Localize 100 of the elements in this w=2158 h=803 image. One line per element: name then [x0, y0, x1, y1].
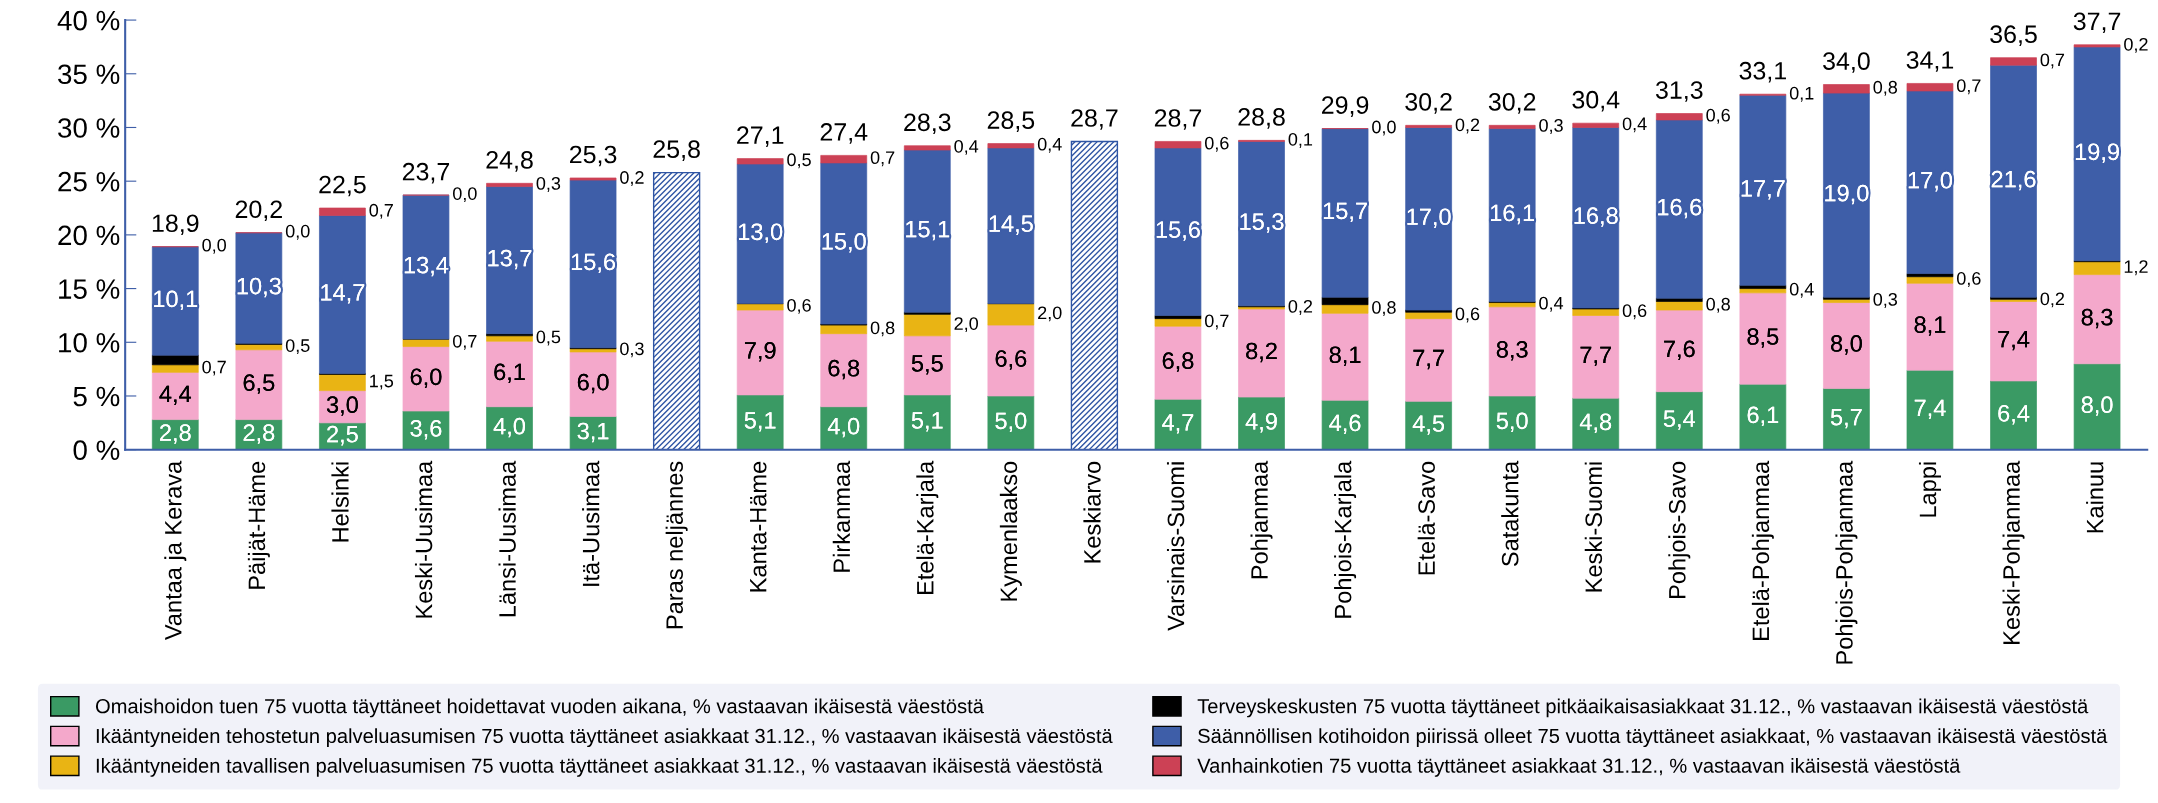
- y-tick-label: 10 %: [59, 332, 120, 353]
- data-label: 7,4: [1914, 399, 1946, 420]
- data-label: 3,1: [577, 422, 609, 443]
- data-label: 8,3: [1496, 341, 1528, 361]
- data-label: 2,0: [954, 317, 979, 333]
- data-label: 5,0: [1496, 412, 1528, 432]
- data-label: 10,1: [154, 290, 198, 311]
- total-label: 30,2: [1488, 93, 1536, 114]
- data-label: 16,6: [1658, 198, 1702, 219]
- data-label: 5,1: [744, 412, 776, 432]
- data-label: 7,7: [1413, 349, 1444, 370]
- data-label: 3,0: [326, 396, 358, 416]
- data-label: 2,8: [160, 424, 191, 444]
- data-label: 0,1: [1789, 86, 1814, 102]
- total-label: 28,3: [904, 113, 951, 135]
- data-label: 0,2: [2124, 37, 2148, 53]
- x-tick-label: Etelä-Pohjanmaa: [1751, 460, 1774, 640]
- y-tick-label: 25 %: [58, 171, 120, 192]
- y-tick-label: 35 %: [58, 64, 120, 85]
- data-label: 5,0: [995, 412, 1027, 432]
- data-label: 8,0: [2081, 396, 2113, 416]
- data-label: 17,0: [1908, 171, 1953, 192]
- total-label: 36,5: [1990, 25, 2037, 47]
- data-label: 0,2: [2040, 292, 2065, 308]
- data-label: 5,1: [911, 412, 943, 432]
- total-label: 28,5: [987, 111, 1035, 132]
- total-label: 34,0: [1823, 52, 1870, 73]
- data-label: 0,3: [620, 342, 644, 358]
- data-label: 0,4: [954, 139, 979, 155]
- total-label: 30,4: [1572, 90, 1620, 112]
- x-tick-label: Pohjois-Karjala: [1334, 460, 1357, 618]
- x-tick-label: Keskiarvo: [1083, 461, 1101, 563]
- data-label: 8,3: [2081, 308, 2113, 329]
- data-label: 4,7: [1162, 414, 1194, 434]
- data-label: 0,7: [452, 334, 477, 350]
- data-label: 6,0: [410, 368, 442, 388]
- total-label: 22,5: [319, 175, 366, 197]
- data-label: 5,5: [911, 355, 943, 375]
- data-label: 0,0: [452, 187, 477, 203]
- y-tick-label: 30 %: [58, 118, 120, 138]
- data-label: 7,9: [744, 342, 776, 362]
- data-label: 19,9: [2075, 143, 2119, 163]
- x-tick-label: Pohjois-Pohjanmaa: [1835, 460, 1858, 664]
- data-label: 4,0: [827, 417, 860, 438]
- data-label: 6,5: [243, 374, 275, 394]
- data-label: 0,5: [787, 153, 811, 169]
- data-label: 3,6: [410, 419, 442, 440]
- total-label: 29,9: [1322, 96, 1369, 117]
- total-label: 18,9: [152, 214, 199, 236]
- data-label: 21,6: [1991, 170, 2036, 191]
- total-label: 23,7: [402, 162, 450, 184]
- x-tick-label: Lappi: [1918, 462, 1941, 517]
- data-label: 8,2: [1246, 342, 1277, 363]
- data-label: 0,0: [285, 224, 310, 240]
- x-tick-label: Pohjois-Savo: [1668, 461, 1691, 598]
- x-tick-label: Päijät-Häme: [247, 461, 270, 589]
- data-label: 0,0: [1372, 120, 1396, 136]
- total-label: 27,1: [737, 126, 784, 147]
- data-label: 2,5: [327, 425, 358, 446]
- x-tick-label: Kanta-Häme: [750, 461, 767, 592]
- legend-label: Omaishoidon tuen 75 vuotta täyttäneet hoidettavat vuoden aikana, % vastaavan ikäisestä väestöstä: [95, 698, 984, 718]
- total-label: 28,7: [1071, 109, 1118, 130]
- legend-label: Terveyskeskusten 75 vuotta täyttäneet pitkäaikaisasiakkaat 31.12., % vastaavan ikäisestä väestöstä: [1197, 698, 2089, 718]
- total-label: 25,8: [653, 140, 700, 161]
- x-tick-label: Vantaa ja Kerava: [164, 460, 187, 641]
- data-label: 0,3: [1873, 292, 1898, 308]
- data-label: 7,6: [1664, 340, 1695, 360]
- data-label: 15,6: [1156, 221, 1200, 241]
- data-label: 0,7: [1204, 314, 1229, 330]
- legend-label: Säännöllisen kotihoidon piirissä olleet 75 vuotta täyttäneet asiakkaat, % vastaavan ikäisestä väestöstä: [1198, 728, 2108, 748]
- data-label: 0,7: [870, 151, 895, 167]
- total-label: 27,4: [820, 123, 868, 144]
- x-tick-label: Etelä-Savo: [1417, 461, 1435, 575]
- total-label: 24,8: [486, 151, 533, 172]
- data-label: 7,4: [1998, 331, 2030, 351]
- data-label: 0,7: [369, 203, 393, 219]
- data-label: 0,3: [536, 177, 561, 192]
- data-label: 0,6: [1204, 136, 1229, 152]
- data-label: 0,5: [536, 330, 561, 346]
- data-label: 0,3: [1539, 119, 1563, 134]
- data-label: 16,1: [1491, 204, 1535, 225]
- data-label: 8,1: [1329, 346, 1361, 366]
- data-label: 0,6: [1706, 108, 1730, 124]
- data-label: 15,3: [1240, 213, 1284, 233]
- total-label: 20,2: [235, 200, 282, 222]
- legend-label: Ikääntyneiden tavallisen palveluasumisen 75 vuotta täyttäneet asiakkaat 31.12., % vastaavan ikäisestä väestöstä: [96, 758, 1103, 777]
- data-label: 2,8: [243, 424, 275, 444]
- data-label: 10,3: [237, 277, 281, 298]
- x-tick-label: Kainuu: [2086, 462, 2104, 533]
- total-label: 31,3: [1655, 81, 1703, 102]
- y-tick-label: 40 %: [57, 10, 120, 31]
- data-label: 17,0: [1407, 208, 1451, 228]
- y-tick-label: 15 %: [59, 279, 120, 299]
- data-label: 4,9: [1245, 412, 1277, 433]
- data-label: 0,2: [1455, 118, 1480, 134]
- legend-label: Ikääntyneiden tehostetun palveluasumisen 75 vuotta täyttäneet asiakkaat 31.12., % vastaavan ikäisestä väestöstä: [96, 728, 1113, 748]
- data-label: 13,0: [739, 223, 783, 243]
- data-label: 4,4: [159, 385, 192, 406]
- data-label: 4,0: [493, 417, 526, 438]
- total-label: 30,2: [1405, 93, 1452, 114]
